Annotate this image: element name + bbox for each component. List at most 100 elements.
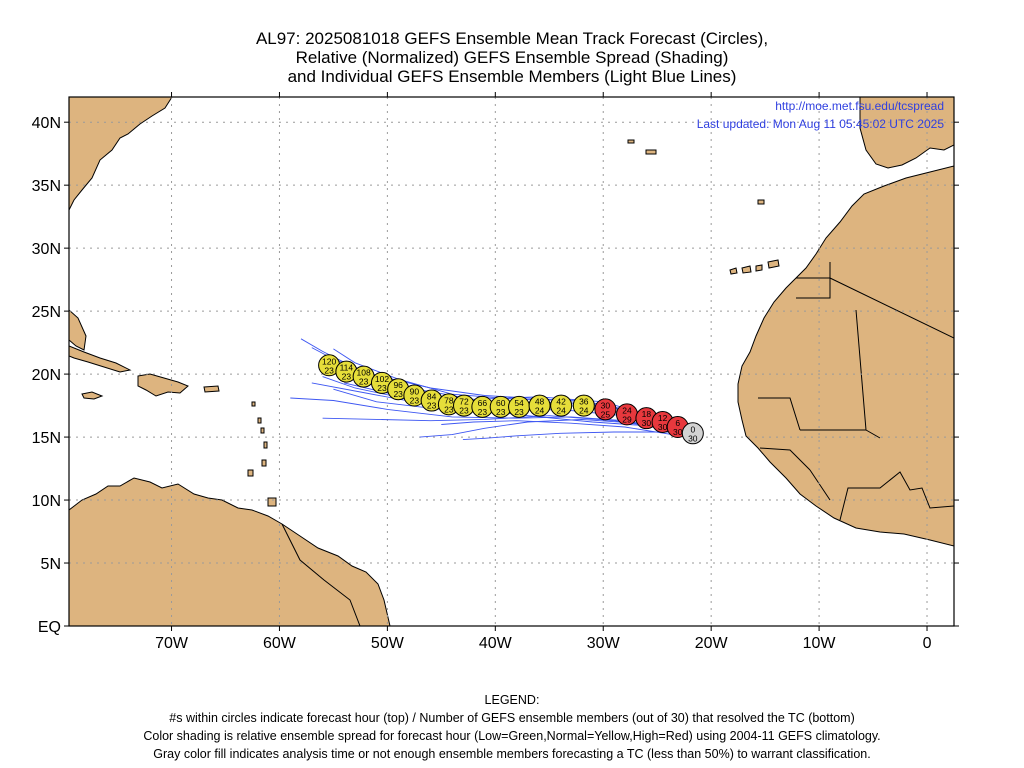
atlantic-islands [627,139,765,205]
south-america-land [69,477,391,626]
iberia-land [859,97,954,169]
lon-tick-label: 70W [155,635,189,650]
member-count-label: 23 [359,377,369,387]
longitude-axis: 70W 60W 50W 40W 30W 20W 10W 0 [155,92,932,650]
forecast-hour-label: 120 [322,356,336,366]
lat-tick-label: 10N [32,493,61,510]
track-circle [528,394,551,417]
track-point: 030 [681,422,704,445]
jamaica-island [81,391,104,400]
lon-tick-label: 40W [479,635,513,650]
member-count-label: 24 [556,406,566,416]
north-america-land [69,97,173,211]
forecast-hour-label: 90 [410,387,420,397]
latitude-axis: 40N 35N 30N 25N 20N 15N 10N 5N EQ [32,115,959,636]
legend-line-2: Color shading is relative ensemble sprea… [143,729,881,743]
map-title-line-1: AL97: 2025081018 GEFS Ensemble Mean Trac… [255,29,769,48]
hispaniola-island [137,373,189,397]
forecast-hour-label: 0 [690,424,695,434]
member-count-label: 30 [688,433,698,443]
track-circle [550,394,573,417]
forecast-hour-label: 66 [478,398,488,408]
forecast-hour-label: 78 [444,395,454,405]
member-count-label: 25 [601,409,611,419]
lon-tick-label: 20W [695,635,729,650]
member-count-label: 23 [496,407,506,417]
member-count-label: 23 [324,365,334,375]
forecast-hour-label: 84 [427,392,437,402]
canary-islands [729,259,780,275]
lat-lon-grid [69,97,954,626]
lat-tick-label: 5N [41,556,61,573]
lon-tick-label: 50W [371,635,405,650]
member-track-line [441,420,680,437]
forecast-hour-label: 24 [622,405,632,415]
lon-tick-label: 30W [587,635,621,650]
puerto-rico-island [203,385,220,393]
forecast-hour-label: 6 [675,418,680,428]
forecast-hour-label: 36 [579,397,589,407]
member-count-label: 23 [478,407,488,417]
member-track-line [462,431,668,441]
forecast-hour-label: 60 [496,398,506,408]
legend-heading: LEGEND: [484,693,540,707]
map-frame [68,96,955,627]
legend-line-1: #s within circles indicate forecast hour… [169,711,855,725]
lat-tick-label: EQ [38,619,61,636]
forecast-hour-label: 72 [459,397,469,407]
member-count-label: 23 [342,372,352,382]
member-count-label: 30 [642,418,652,428]
forecast-hour-label: 102 [375,374,389,384]
lon-tick-label: 60W [263,635,297,650]
lesser-antilles-islands [247,401,268,477]
lat-tick-label: 15N [32,430,61,447]
map-title-line-3: and Individual GEFS Ensemble Members (Li… [287,67,737,86]
country-borders [281,262,954,626]
member-count-label: 23 [427,401,437,411]
cuba-island [69,345,132,373]
member-track-line [419,418,688,438]
member-count-label: 24 [535,406,545,416]
member-count-label: 30 [658,422,668,432]
trinidad-island [267,497,277,507]
lon-tick-label: 10W [803,635,837,650]
track-circle [594,398,617,421]
forecast-hour-label: 54 [514,398,524,408]
member-count-label: 23 [377,383,387,393]
lat-tick-label: 40N [32,115,61,132]
track-circle [681,422,704,445]
lat-tick-label: 35N [32,178,61,195]
lat-tick-label: 25N [32,304,61,321]
lat-tick-label: 30N [32,241,61,258]
member-count-label: 23 [514,407,524,417]
last-updated: Last updated: Mon Aug 11 05:45:02 UTC 20… [697,117,945,131]
forecast-hour-label: 12 [658,413,668,423]
forecast-hour-label: 30 [601,400,611,410]
member-count-label: 24 [579,406,589,416]
lon-tick-label: 0 [923,635,932,650]
source-url[interactable]: http://moe.met.fsu.edu/tcspread [775,99,944,113]
member-count-label: 30 [673,427,683,437]
member-track-line [322,415,674,430]
forecast-hour-label: 48 [535,397,545,407]
forecast-hour-label: 108 [357,368,371,378]
forecast-hour-label: 42 [556,397,566,407]
forecast-hour-label: 114 [340,363,354,373]
land-layer [69,97,954,626]
member-count-label: 23 [459,406,469,416]
lat-tick-label: 20N [32,367,61,384]
member-count-label: 29 [622,414,632,424]
legend-line-3: Gray color fill indicates analysis time … [153,747,871,761]
member-count-label: 23 [410,396,420,406]
forecast-hour-label: 96 [393,380,403,390]
africa-land [737,165,954,547]
florida-land [69,309,87,351]
